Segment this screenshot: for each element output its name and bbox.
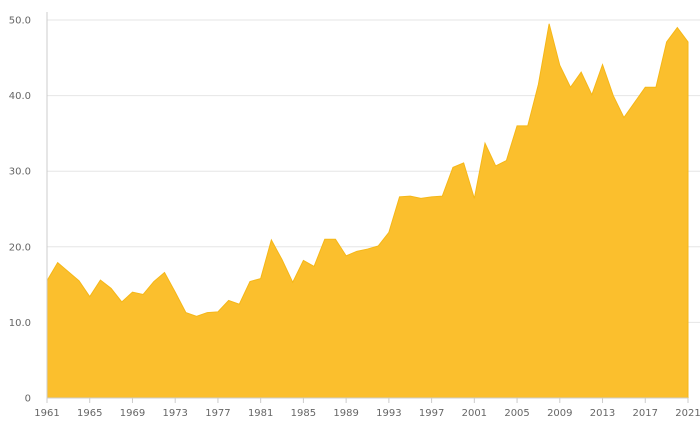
area-series-0 [46, 23, 689, 399]
x-tick-label: 2005 [504, 408, 529, 419]
y-tick-label: 40.0 [9, 91, 31, 102]
y-tick-label: 50.0 [9, 16, 31, 27]
axes [46, 12, 689, 403]
x-tick-label: 1973 [162, 408, 187, 419]
x-tick-label: 1977 [205, 408, 230, 419]
x-tick-label: 1997 [419, 408, 444, 419]
y-axis-tick-labels: 0 10.0 20.0 30.0 40.0 50.0 [9, 16, 31, 405]
x-tick-label: 1989 [333, 408, 358, 419]
x-axis-tick-labels: 1961 1965 1969 1973 1977 1981 1985 1989 1993 1997… [34, 408, 700, 419]
x-tick-label: 2013 [590, 408, 615, 419]
y-tick-label: 10.0 [9, 318, 31, 329]
x-tick-label: 2009 [547, 408, 572, 419]
x-tick-label: 1985 [291, 408, 316, 419]
y-tick-label: 0 [25, 394, 31, 405]
x-tick-label: 1969 [120, 408, 145, 419]
x-tick-label: 2021 [675, 408, 700, 419]
x-tick-label: 2001 [462, 408, 487, 419]
x-tick-label: 1965 [77, 408, 102, 419]
x-tick-label: 2017 [633, 408, 658, 419]
x-tick-label: 1981 [248, 408, 273, 419]
area-series [46, 23, 689, 399]
x-tick-label: 1993 [376, 408, 401, 419]
y-tick-label: 20.0 [9, 242, 31, 253]
x-tick-label: 1961 [34, 408, 59, 419]
y-tick-label: 30.0 [9, 167, 31, 178]
